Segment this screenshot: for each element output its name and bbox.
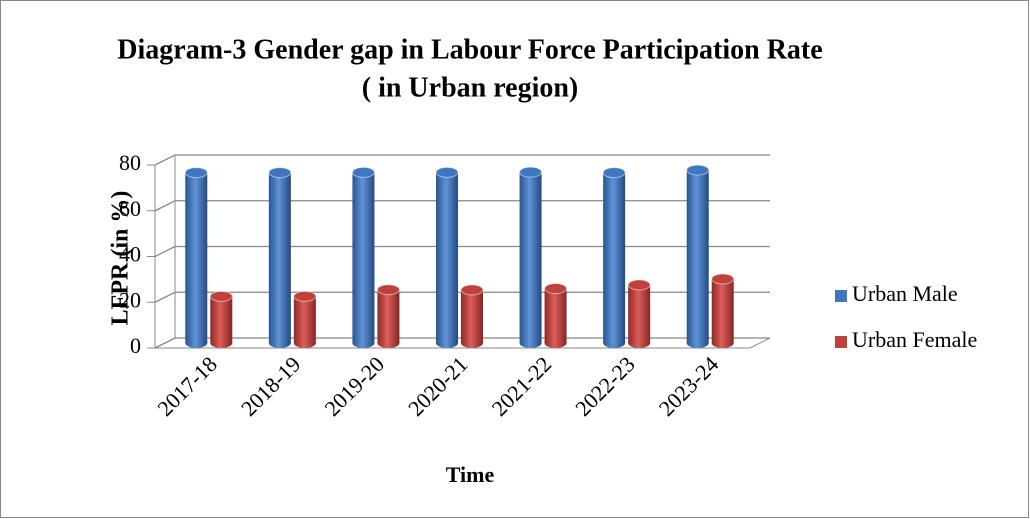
bar bbox=[184, 167, 208, 348]
bar-part bbox=[603, 172, 626, 343]
bar bbox=[544, 283, 568, 348]
bar-part bbox=[210, 296, 233, 343]
bar bbox=[351, 166, 375, 348]
bar bbox=[209, 290, 233, 348]
bar bbox=[519, 166, 543, 348]
legend-swatch bbox=[835, 290, 847, 302]
bar bbox=[686, 164, 710, 348]
y-tick-label: 0 bbox=[130, 333, 141, 358]
bar-part bbox=[268, 172, 291, 343]
bar-part bbox=[628, 284, 651, 343]
bar-part bbox=[544, 283, 568, 295]
bar-part bbox=[686, 170, 709, 343]
legend-swatch bbox=[835, 336, 847, 348]
bar-part bbox=[460, 284, 484, 296]
bar bbox=[293, 290, 317, 348]
bar-part bbox=[711, 273, 735, 285]
y-axis-label: LFPR (in %) bbox=[108, 191, 134, 326]
y-tick-label: 40 bbox=[119, 242, 141, 267]
legend-label: Urban Male bbox=[852, 281, 958, 306]
bar-part bbox=[376, 284, 400, 296]
bar bbox=[460, 284, 484, 348]
x-axis-label: Time bbox=[446, 462, 495, 487]
bar bbox=[268, 167, 292, 348]
bar-part bbox=[686, 164, 710, 176]
bar-part bbox=[519, 166, 543, 178]
bar-part bbox=[185, 172, 208, 343]
bar-part bbox=[436, 172, 458, 343]
legend-label: Urban Female bbox=[852, 327, 977, 352]
bar-part bbox=[209, 290, 233, 302]
bar-part bbox=[461, 289, 483, 343]
bar-part bbox=[519, 172, 542, 343]
chart-subtitle: ( in Urban region) bbox=[362, 72, 579, 103]
bar-part bbox=[544, 288, 567, 343]
bar bbox=[627, 279, 651, 348]
y-tick-label: 80 bbox=[119, 150, 141, 175]
bar-part bbox=[293, 290, 317, 302]
bar-part bbox=[377, 289, 400, 343]
bar-part bbox=[435, 166, 459, 178]
bar bbox=[435, 166, 459, 348]
bar-part bbox=[627, 279, 651, 291]
bar-part bbox=[268, 167, 292, 179]
bar-part bbox=[602, 167, 626, 179]
bar bbox=[711, 273, 735, 348]
chart-title: Diagram-3 Gender gap in Labour Force Par… bbox=[117, 34, 822, 65]
bar bbox=[602, 167, 626, 348]
y-tick-label: 20 bbox=[119, 287, 141, 312]
bar bbox=[376, 284, 400, 348]
bar-part bbox=[711, 278, 734, 343]
bar-part bbox=[293, 296, 316, 343]
y-tick-label: 60 bbox=[119, 196, 141, 221]
bar-part bbox=[351, 166, 375, 178]
bar-part bbox=[184, 167, 208, 179]
bar-part bbox=[352, 172, 375, 343]
